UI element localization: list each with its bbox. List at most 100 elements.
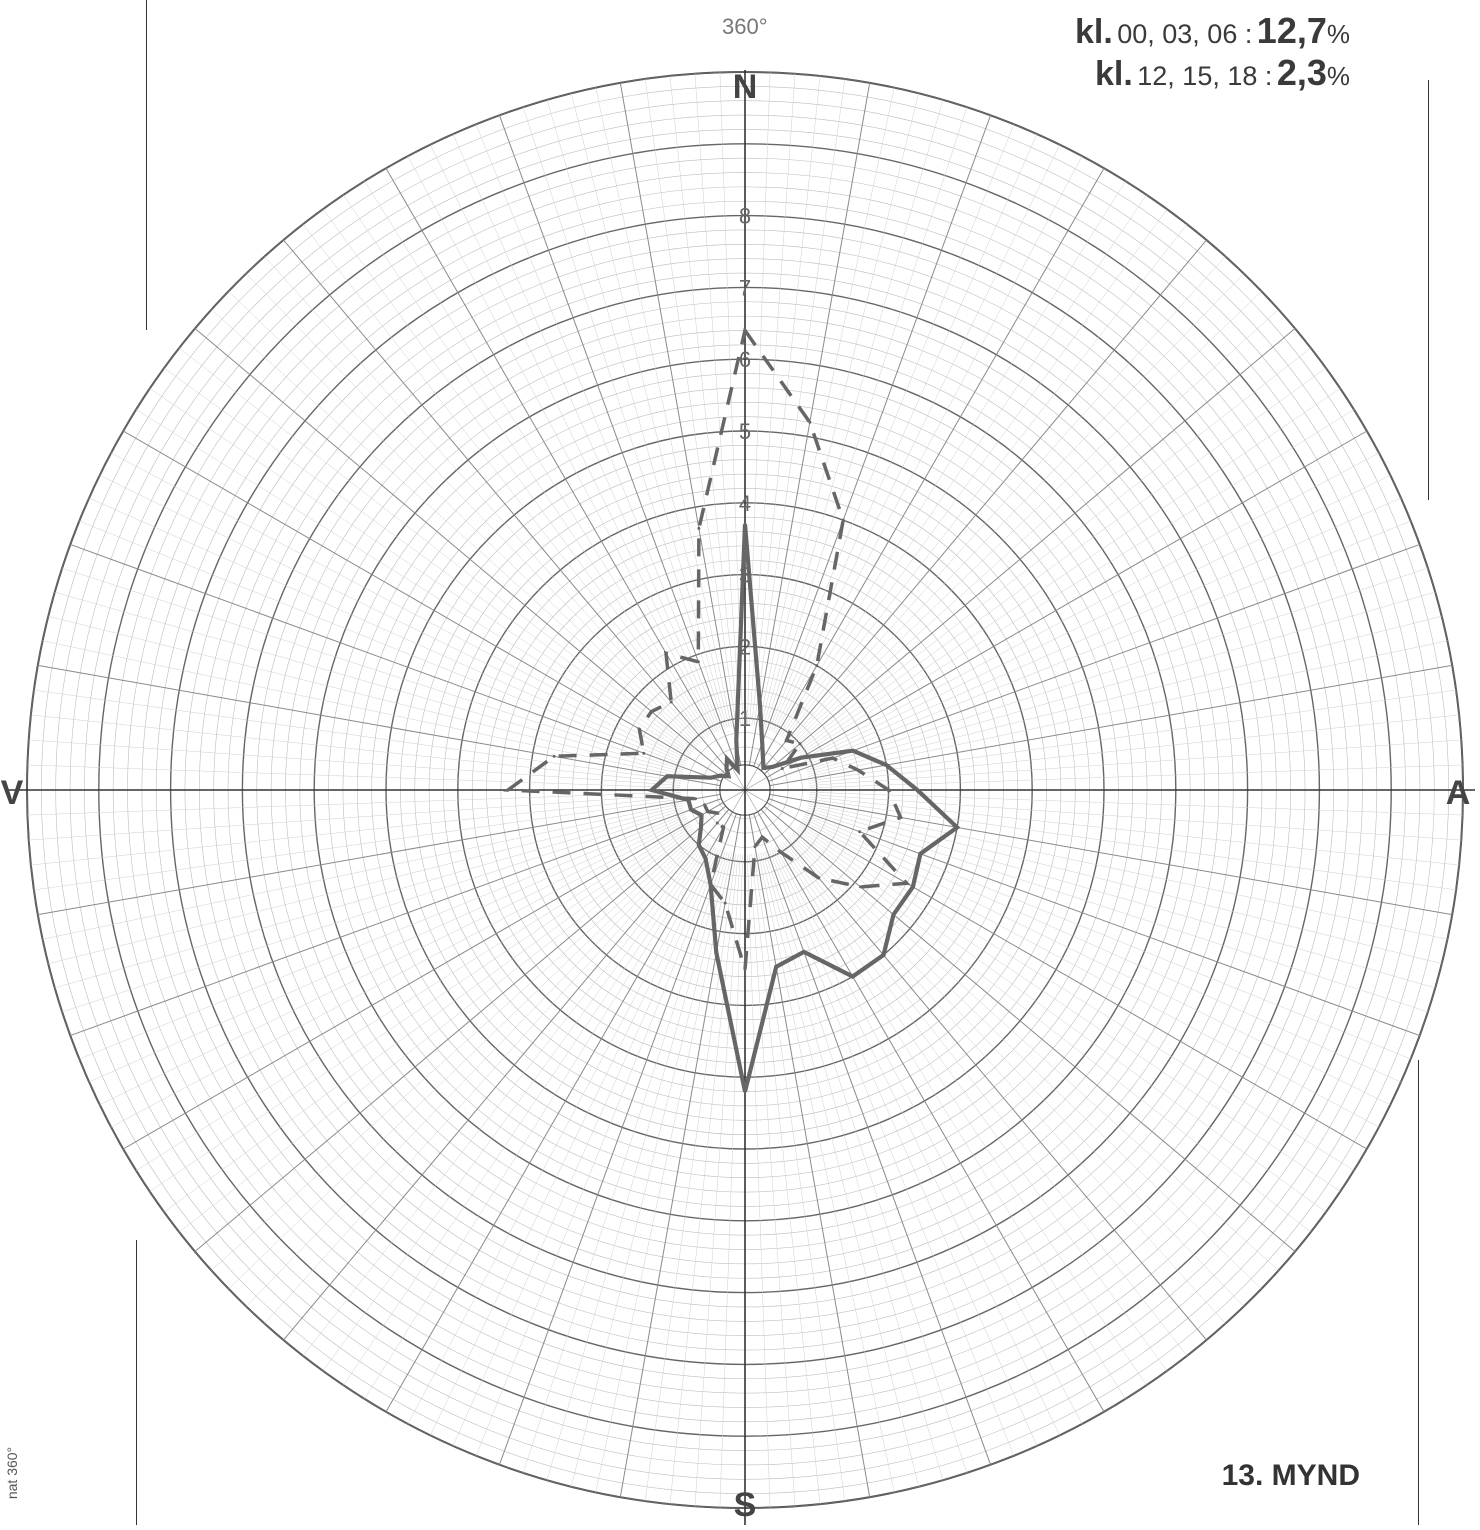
series-solid-point <box>736 768 740 772</box>
minor-radial <box>99 818 688 1105</box>
series-dashed-point <box>552 754 556 758</box>
minor-radial <box>62 567 684 771</box>
radial-tick-label: 6 <box>739 347 751 372</box>
minor-radial <box>760 852 919 1487</box>
minor-radial <box>764 107 968 729</box>
major-radial <box>748 82 871 766</box>
hub-spoke <box>744 777 767 791</box>
major-radial <box>763 328 1296 775</box>
major-radial <box>768 798 1420 1037</box>
major-radial <box>757 811 1105 1413</box>
top-degree-label: 360° <box>722 14 768 39</box>
series-solid-point <box>689 808 693 812</box>
minor-radial <box>775 846 1083 1425</box>
minor-radial <box>264 837 702 1324</box>
major-radial <box>753 813 992 1465</box>
minor-radial <box>775 155 1083 734</box>
minor-radial <box>644 853 737 1502</box>
minor-radial <box>806 809 1428 1013</box>
minor-radial <box>762 99 944 728</box>
major-radial <box>122 802 724 1150</box>
series-solid-point <box>709 776 713 780</box>
minor-radial <box>768 849 1015 1456</box>
minor-radial <box>792 309 1279 747</box>
direction-letters: N A S V <box>1 68 1471 1524</box>
series-solid-point <box>882 953 885 957</box>
minor-radial <box>179 829 695 1233</box>
major-radial <box>760 239 1207 772</box>
minor-radial <box>246 273 701 744</box>
series-solid-point <box>918 852 922 856</box>
minor-radial <box>430 847 717 1436</box>
minor-radial <box>42 803 682 940</box>
series-layer <box>503 326 961 1094</box>
series-dashed-point <box>798 742 802 746</box>
legend-row-day: kl. 12, 15, 18 : 2,3% <box>1095 52 1350 94</box>
series-solid-point <box>851 975 855 978</box>
minor-radial <box>79 813 686 1060</box>
minor-radial <box>797 827 1327 1213</box>
series-dashed-point <box>815 664 819 668</box>
minor-radial <box>782 208 1168 738</box>
minor-radial <box>789 836 1244 1307</box>
minor-radial <box>779 844 1126 1400</box>
compass-axes <box>5 70 1475 1525</box>
series-dashed-point <box>664 651 668 655</box>
minor-radial <box>322 208 708 738</box>
series-dashed-point <box>706 810 710 813</box>
minor-radial <box>522 851 726 1473</box>
minor-radial <box>791 834 1262 1289</box>
hub-spoke <box>744 789 767 803</box>
minor-radial <box>110 820 689 1128</box>
series-dashed-point <box>831 756 835 760</box>
minor-radial <box>595 87 732 727</box>
minor-radial <box>807 807 1436 989</box>
minor-radial <box>364 180 711 736</box>
major-radial <box>194 328 727 775</box>
series-solid-point <box>697 843 701 847</box>
major-radial <box>498 115 737 767</box>
minor-radial <box>791 291 1262 746</box>
hub-spoke <box>744 768 758 791</box>
minor-radial <box>343 194 710 737</box>
series-dashed-point <box>780 767 784 770</box>
minor-radial <box>758 87 895 727</box>
major-radial <box>283 239 730 772</box>
major-radial <box>769 793 1453 916</box>
minor-radial <box>789 273 1244 744</box>
major-radial <box>498 813 737 1465</box>
minor-radial <box>751 75 821 726</box>
minor-radial <box>807 805 1442 964</box>
minor-radial <box>798 388 1341 755</box>
series-dashed-point <box>856 768 860 772</box>
minor-radial <box>264 256 702 743</box>
minor-radial <box>149 825 692 1192</box>
series-dashed-point <box>817 876 821 880</box>
series-dashed-point <box>887 788 891 792</box>
series-solid-point <box>802 950 806 954</box>
series-dashed-point <box>642 751 646 755</box>
minor-radial <box>211 833 698 1271</box>
minor-radial <box>163 367 693 753</box>
minor-radial <box>54 591 683 773</box>
minor-radial <box>809 792 1463 816</box>
major-radial <box>763 805 1296 1252</box>
minor-radial <box>719 72 743 726</box>
minor-radial <box>753 78 846 727</box>
series-solid-point <box>665 774 669 778</box>
hub-spoke <box>744 789 758 812</box>
frame-line-left-bottom <box>136 1240 137 1525</box>
legend-percent: 2,3 <box>1276 52 1327 93</box>
minor-radial <box>110 452 689 760</box>
series-dashed-point <box>743 329 747 332</box>
major-radial <box>37 664 721 787</box>
minor-radial <box>749 854 796 1507</box>
minor-radial <box>135 824 691 1171</box>
minor-radial <box>179 347 695 751</box>
series-dashed-point <box>637 727 641 731</box>
series-dashed-point <box>703 803 706 807</box>
series-dashed-point <box>743 968 747 971</box>
major-radial <box>753 115 992 767</box>
